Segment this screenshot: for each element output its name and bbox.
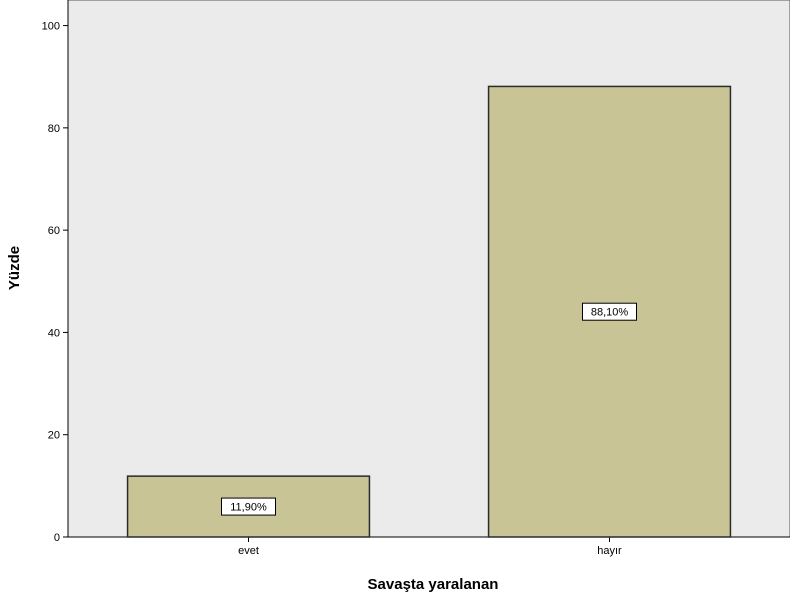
y-tick-label: 40	[48, 327, 60, 339]
data-labels: 11,90% 88,10%	[221, 302, 637, 516]
x-axis-title: Savaşta yaralanan	[368, 576, 499, 593]
x-tick-label: hayır	[597, 545, 622, 557]
y-tick-label: 0	[54, 532, 60, 544]
data-label-text: 11,90%	[230, 502, 267, 514]
y-axis: 0 20 40 60 80 100	[42, 0, 69, 544]
y-tick-label: 60	[48, 225, 60, 237]
y-tick-label: 20	[48, 430, 60, 442]
data-label-box	[221, 497, 276, 516]
y-tick-label: 100	[42, 21, 60, 33]
data-label-box	[582, 302, 637, 321]
x-axis: evet hayır	[68, 536, 790, 557]
y-axis-title: Yüzde	[6, 246, 23, 290]
x-tick-label: evet	[238, 545, 259, 557]
data-label-hayır: 88,10%	[582, 302, 637, 321]
data-label-evet: 11,90%	[221, 497, 276, 516]
y-tick-label: 80	[48, 123, 60, 135]
data-label-text: 88,10%	[591, 307, 629, 319]
